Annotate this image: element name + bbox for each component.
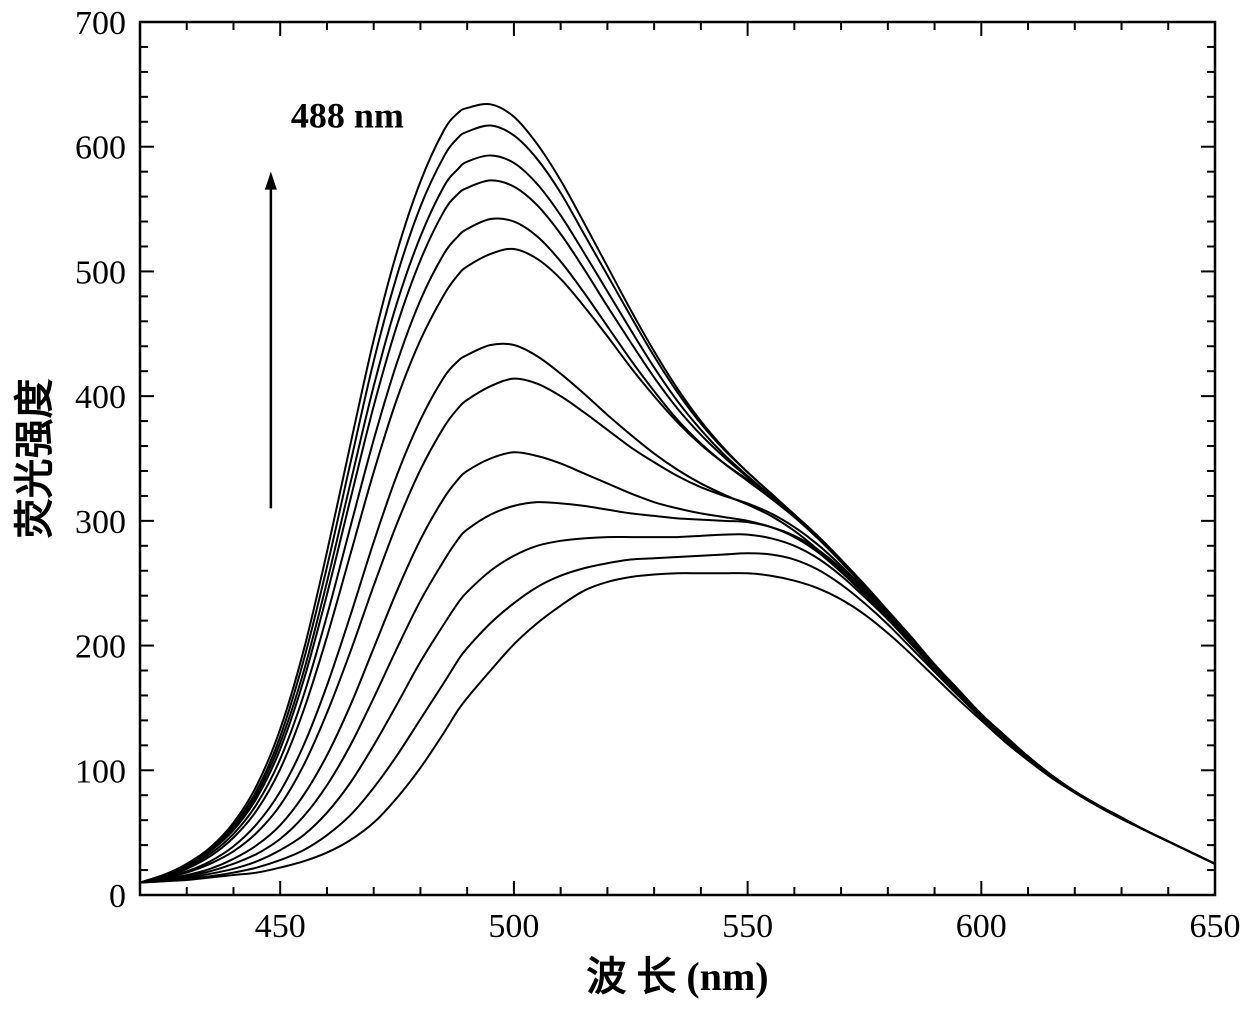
y-tick-label: 400 — [75, 379, 126, 416]
chart-container: 450 500 550 600 650 0 100 200 300 400 500 600 700 波 长… — [0, 0, 1240, 1009]
spectrum-curve — [140, 534, 1215, 882]
y-tick-label: 0 — [109, 878, 126, 915]
spectrum-curve — [140, 344, 1215, 883]
x-tick-label: 450 — [255, 908, 306, 945]
y-tick-label: 300 — [75, 504, 126, 541]
x-axis-label: 波 长 (nm) — [586, 954, 768, 999]
y-tick-label: 500 — [75, 254, 126, 291]
x-tick-label: 500 — [488, 908, 539, 945]
annotation-arrowhead — [265, 172, 277, 190]
spectrum-curve — [140, 502, 1215, 882]
x-tick-label: 650 — [1190, 908, 1240, 945]
annotation-text: 488 nm — [291, 96, 404, 136]
spectrum-curve — [140, 218, 1215, 882]
x-tick-label: 600 — [956, 908, 1007, 945]
y-tick-label: 600 — [75, 130, 126, 167]
x-tick-label: 550 — [722, 908, 773, 945]
y-tick-label: 200 — [75, 629, 126, 666]
spectrum-curve — [140, 249, 1215, 883]
y-tick-label: 700 — [75, 5, 126, 42]
spectrum-curve — [140, 104, 1215, 883]
y-axis-label: 荧光强度 — [12, 379, 57, 539]
spectrum-chart: 450 500 550 600 650 0 100 200 300 400 500 600 700 波 长… — [0, 0, 1240, 1009]
y-tick-label: 100 — [75, 753, 126, 790]
spectrum-curve — [140, 379, 1215, 883]
plot-border — [140, 22, 1215, 895]
